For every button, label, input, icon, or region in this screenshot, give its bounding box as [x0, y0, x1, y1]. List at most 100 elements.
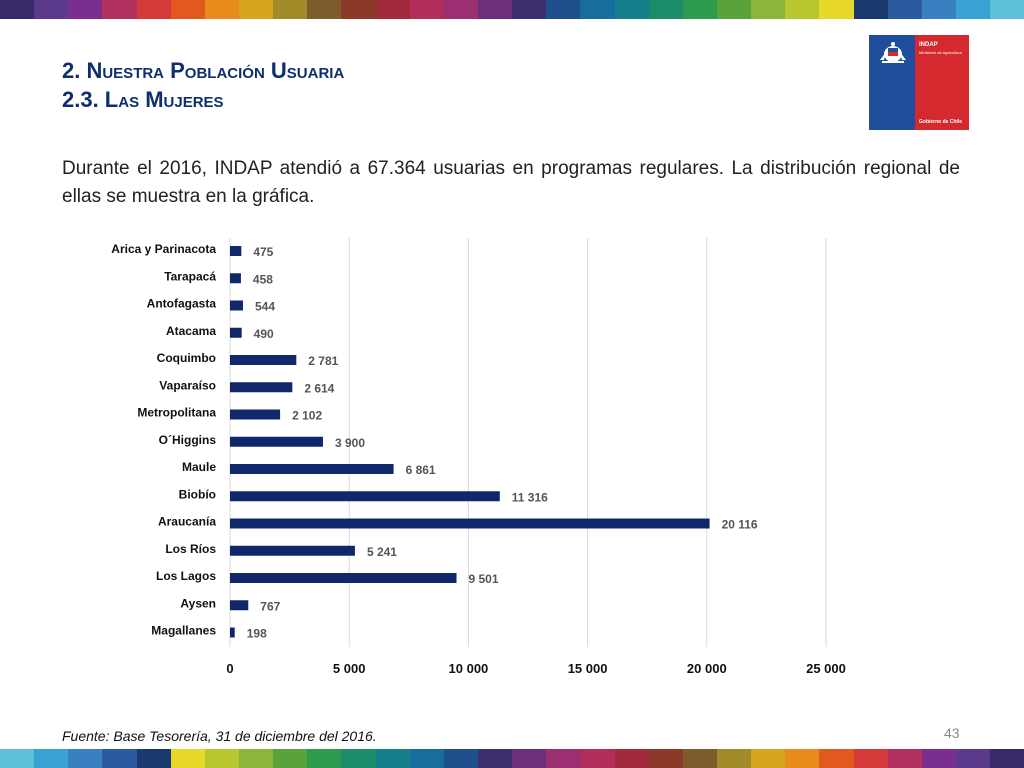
- data-label: 11 316: [512, 490, 548, 504]
- data-label: 3 900: [335, 436, 365, 450]
- stripe-segment: [921, 0, 956, 19]
- stripe-segment: [0, 0, 35, 19]
- stripe-segment: [409, 749, 444, 768]
- stripe-segment: [921, 749, 956, 768]
- page-number: 43: [944, 725, 960, 741]
- stripe-segment: [68, 0, 103, 19]
- stripe-segment: [580, 0, 615, 19]
- stripe-segment: [273, 0, 308, 19]
- stripe-segment: [955, 749, 991, 768]
- stripe-segment: [682, 749, 717, 768]
- stripe-segment: [716, 749, 752, 768]
- stripe-segment: [136, 0, 171, 19]
- stripe-segment: [751, 0, 786, 19]
- data-label: 2 781: [308, 354, 338, 368]
- x-tick-label: 15 000: [568, 661, 608, 676]
- stripe-segment: [614, 749, 649, 768]
- data-label: 198: [247, 627, 267, 641]
- bar: [230, 246, 242, 256]
- bar: [230, 464, 394, 474]
- stripe-segment: [853, 0, 888, 19]
- bar: [230, 409, 281, 420]
- data-label: 458: [253, 272, 273, 286]
- category-label: Los Ríos: [165, 542, 216, 556]
- bar: [230, 518, 710, 529]
- stripe-segment: [819, 0, 854, 19]
- logo-blue-panel: [869, 35, 915, 130]
- category-label: Maule: [182, 460, 216, 474]
- stripe-segment: [785, 749, 820, 768]
- bar: [230, 273, 241, 284]
- top-color-stripe: [0, 0, 1024, 19]
- stripe-segment: [307, 749, 342, 768]
- stripe-segment: [170, 749, 205, 768]
- stripe-segment: [68, 749, 103, 768]
- category-label: Atacama: [166, 324, 216, 338]
- stripe-segment: [819, 749, 854, 768]
- category-label: Metropolitana: [137, 406, 216, 420]
- stripe-segment: [204, 749, 239, 768]
- stripe-segment: [887, 0, 922, 19]
- stripe-segment: [443, 749, 478, 768]
- stripe-segment: [170, 0, 205, 19]
- data-label: 5 241: [367, 545, 397, 559]
- bar: [230, 327, 242, 338]
- data-label: 9 501: [469, 572, 499, 586]
- category-label: Antofagasta: [147, 297, 217, 311]
- stripe-segment: [853, 749, 888, 768]
- stripe-segment: [716, 0, 752, 19]
- data-label: 6 861: [406, 463, 436, 477]
- stripe-segment: [751, 749, 786, 768]
- bar: [230, 545, 355, 556]
- stripe-segment: [307, 0, 342, 19]
- stripe-segment: [648, 0, 683, 19]
- data-label: 490: [254, 327, 274, 341]
- category-label: Vaparaíso: [159, 378, 216, 392]
- stripe-segment: [477, 749, 513, 768]
- stripe-segment: [990, 749, 1024, 768]
- bar: [230, 382, 293, 393]
- stripe-segment: [785, 0, 820, 19]
- stripe-segment: [682, 0, 717, 19]
- stripe-segment: [887, 749, 922, 768]
- category-label: Arica y Parinacota: [111, 242, 216, 256]
- stripe-segment: [341, 749, 376, 768]
- stripe-segment: [614, 0, 649, 19]
- bar: [230, 436, 323, 447]
- data-label: 544: [255, 300, 275, 314]
- bar: [230, 355, 297, 365]
- logo-subtitle: Ministerio de Agricultura: [919, 50, 962, 55]
- stripe-segment: [512, 0, 547, 19]
- data-label: 475: [253, 245, 273, 259]
- title-line-2: 2.3. Las Mujeres: [62, 87, 224, 112]
- bar: [230, 491, 500, 502]
- stripe-segment: [273, 749, 308, 768]
- x-tick-label: 10 000: [449, 661, 489, 676]
- stripe-segment: [990, 0, 1024, 19]
- category-label: O´Higgins: [159, 433, 217, 447]
- logo-footer: Gobierno de Chile: [919, 119, 963, 125]
- category-label: Biobío: [179, 487, 216, 501]
- stripe-segment: [443, 0, 478, 19]
- stripe-segment: [341, 0, 376, 19]
- title-line-1: 2. Nuestra Población Usuaria: [62, 58, 345, 83]
- stripe-segment: [0, 749, 35, 768]
- category-label: Magallanes: [151, 624, 216, 638]
- bar: [230, 600, 249, 611]
- stripe-segment: [102, 749, 137, 768]
- bottom-color-stripe: [0, 749, 1024, 768]
- stripe-segment: [34, 749, 69, 768]
- stripe-segment: [375, 749, 410, 768]
- logo-red-panel: INDAP Ministerio de Agricultura Gobierno…: [915, 35, 969, 130]
- data-label: 767: [260, 599, 280, 613]
- stripe-segment: [477, 0, 513, 19]
- stripe-segment: [34, 0, 69, 19]
- slide-title: 2. Nuestra Población Usuaria 2.3. Las Mu…: [62, 56, 344, 114]
- stripe-segment: [238, 0, 274, 19]
- bar: [230, 573, 457, 583]
- source-note: Fuente: Base Tesorería, 31 de diciembre …: [62, 728, 377, 744]
- x-tick-label: 25 000: [806, 661, 846, 676]
- logo-name: INDAP: [919, 42, 938, 48]
- bar: [230, 300, 243, 311]
